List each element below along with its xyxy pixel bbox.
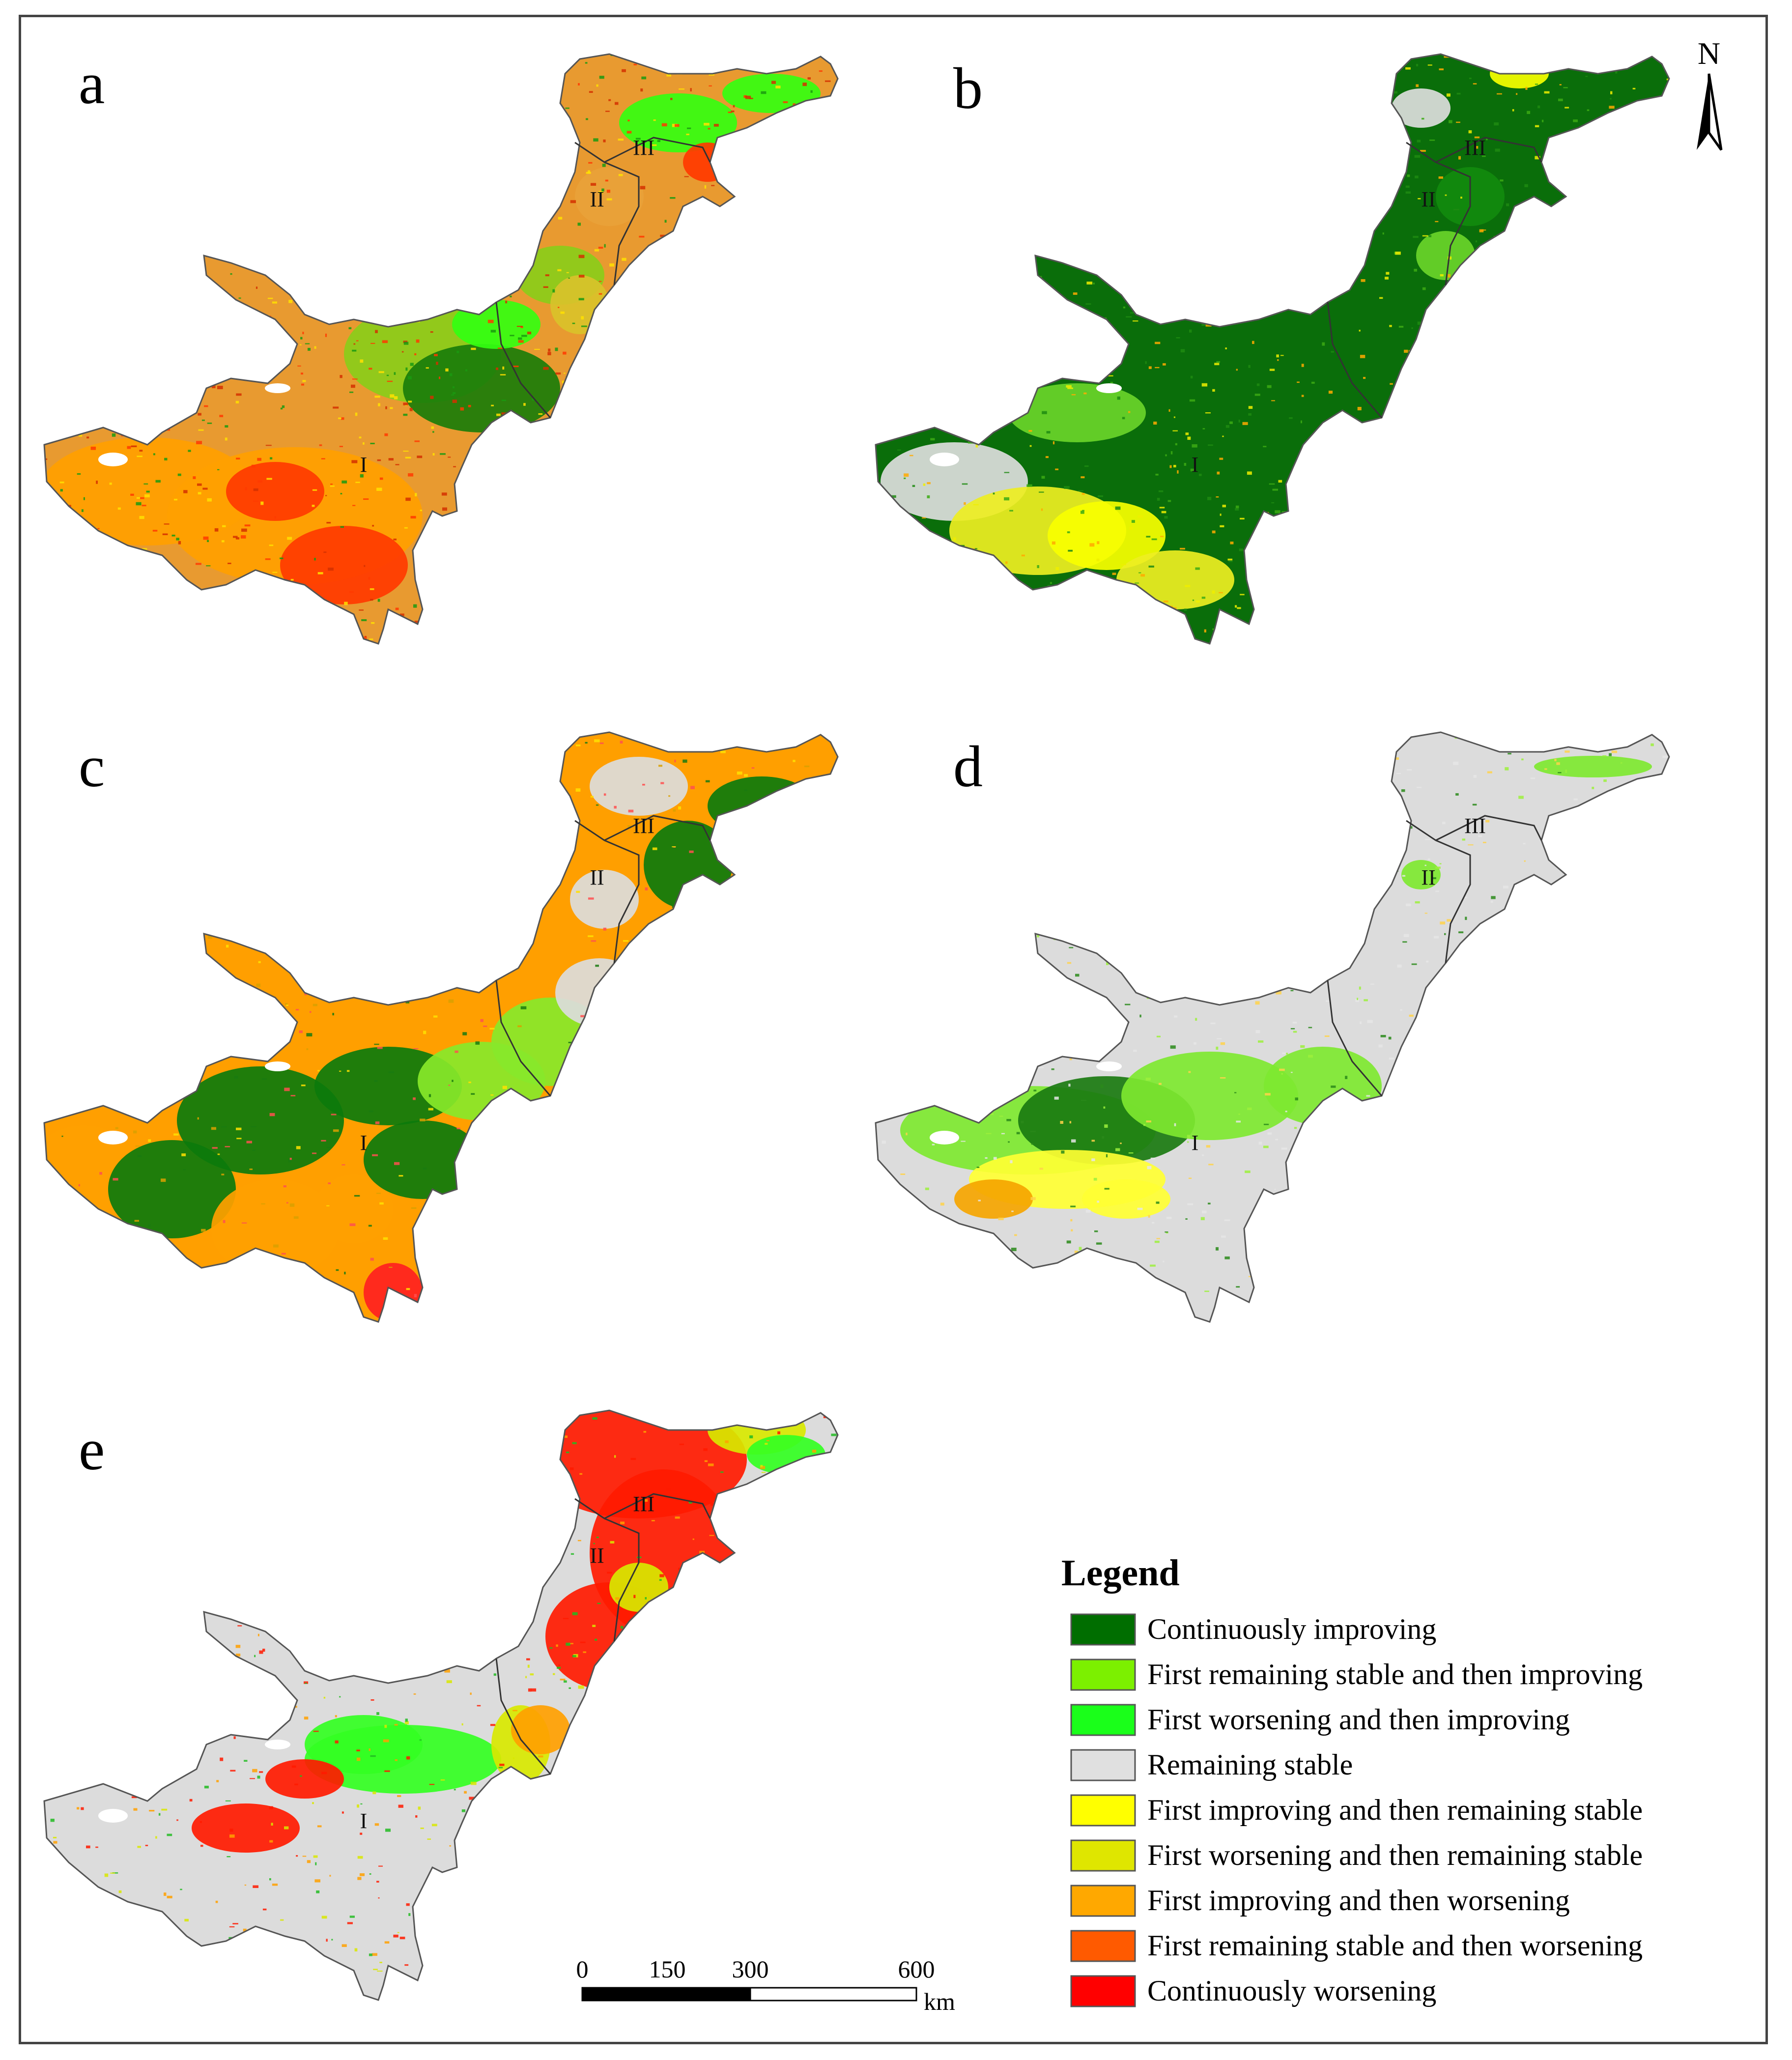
- study-area-region: [876, 732, 1669, 1322]
- region-label-I: I: [360, 1809, 368, 1833]
- legend-label: First worsening and then remaining stabl…: [1147, 1839, 1643, 1871]
- scale-tick-150: 150: [649, 1955, 686, 1983]
- legend-label: Continuously improving: [1147, 1613, 1436, 1645]
- scale-tick-300: 300: [732, 1955, 769, 1983]
- svg-text:N: N: [1698, 36, 1720, 71]
- figure-border: [19, 15, 1768, 2044]
- legend-label: First improving and then remaining stabl…: [1147, 1794, 1643, 1826]
- legend-swatch: [1070, 1749, 1136, 1781]
- legend-swatch: [1070, 1794, 1136, 1827]
- legend-swatch: [1070, 1839, 1136, 1872]
- region-label-I: I: [360, 1131, 368, 1155]
- legend-label: First improving and then worsening: [1147, 1884, 1570, 1917]
- legend-label: Continuously worsening: [1147, 1974, 1436, 2007]
- region-label-I: I: [1192, 1131, 1199, 1155]
- scale-unit: km: [924, 1988, 955, 2015]
- scale-tick-600: 600: [898, 1955, 935, 1983]
- region-label-II: II: [590, 187, 604, 211]
- region-label-I: I: [360, 453, 368, 477]
- legend-title: Legend: [1061, 1552, 1180, 1594]
- legend-swatch: [1070, 1704, 1136, 1736]
- region-label-III: III: [633, 814, 654, 838]
- legend-label: First remaining stable and then worsenin…: [1147, 1929, 1643, 1962]
- region-label-III: III: [1464, 814, 1486, 838]
- study-area-region: [44, 1410, 838, 2000]
- panel-letter-b: b: [953, 56, 983, 121]
- panel-letter-e: e: [79, 1417, 105, 1482]
- panel-letter-d: d: [953, 734, 983, 799]
- panel-letter-c: c: [79, 734, 105, 799]
- north-arrow-icon: N: [1697, 36, 1723, 151]
- region-label-II: II: [590, 1544, 604, 1568]
- legend-label: First remaining stable and then improvin…: [1147, 1658, 1643, 1690]
- region-label-III: III: [633, 136, 654, 160]
- region-label-II: II: [1421, 865, 1435, 889]
- region-label-III: III: [1464, 136, 1486, 160]
- scale-tick-0: 0: [576, 1955, 589, 1983]
- region-label-III: III: [633, 1492, 654, 1516]
- legend-label: Remaining stable: [1147, 1748, 1353, 1781]
- classification-pattern: [44, 54, 838, 644]
- scale-bar: 0 150 300 600 km: [576, 1955, 956, 2015]
- legend-swatch: [1070, 1613, 1136, 1646]
- region-label-II: II: [1421, 187, 1435, 211]
- legend: Legend Continuously improving First remai…: [1061, 1552, 1643, 2007]
- legend-swatch: [1070, 1930, 1136, 1962]
- region-label-I: I: [1192, 453, 1199, 477]
- legend-swatch: [1070, 1975, 1136, 2007]
- legend-swatch: [1070, 1659, 1136, 1691]
- region-label-II: II: [590, 865, 604, 889]
- legend-swatch: [1070, 1885, 1136, 1917]
- legend-label: First worsening and then improving: [1147, 1703, 1570, 1736]
- panel-letter-a: a: [79, 51, 105, 116]
